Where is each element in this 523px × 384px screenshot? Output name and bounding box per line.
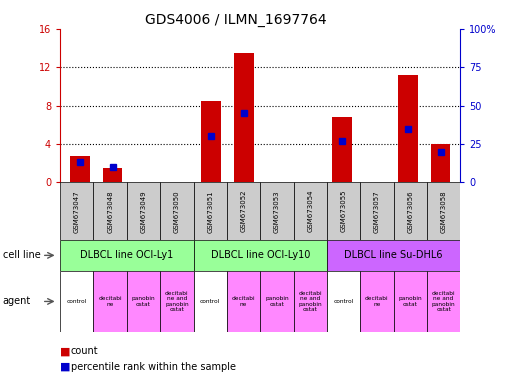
Text: GSM673048: GSM673048 bbox=[107, 190, 113, 233]
Text: ■: ■ bbox=[60, 346, 71, 356]
Bar bbox=[60, 240, 194, 271]
Bar bbox=[431, 144, 450, 182]
Bar bbox=[70, 156, 89, 182]
Text: decitabi
ne: decitabi ne bbox=[232, 296, 255, 307]
Bar bbox=[393, 271, 427, 332]
Text: GSM673052: GSM673052 bbox=[241, 190, 246, 232]
Text: control: control bbox=[200, 299, 220, 304]
Bar bbox=[427, 182, 460, 240]
Bar bbox=[127, 271, 160, 332]
Text: ■: ■ bbox=[60, 362, 71, 372]
Bar bbox=[393, 182, 427, 240]
Text: cell line: cell line bbox=[3, 250, 40, 260]
Text: GSM673056: GSM673056 bbox=[407, 190, 413, 233]
Text: DLBCL line OCI-Ly1: DLBCL line OCI-Ly1 bbox=[80, 250, 174, 260]
Text: GSM673049: GSM673049 bbox=[141, 190, 146, 233]
Bar bbox=[260, 271, 293, 332]
Text: GSM673057: GSM673057 bbox=[374, 190, 380, 233]
Text: control: control bbox=[334, 299, 354, 304]
Text: decitabi
ne and
panobin
ostat: decitabi ne and panobin ostat bbox=[432, 291, 456, 312]
Bar bbox=[234, 53, 254, 182]
Text: agent: agent bbox=[3, 296, 31, 306]
Bar bbox=[227, 271, 260, 332]
Bar bbox=[60, 182, 94, 240]
Text: GSM673053: GSM673053 bbox=[274, 190, 280, 233]
Bar bbox=[293, 271, 327, 332]
Bar bbox=[127, 182, 160, 240]
Text: GDS4006 / ILMN_1697764: GDS4006 / ILMN_1697764 bbox=[144, 13, 326, 27]
Bar bbox=[398, 75, 417, 182]
Text: GSM673055: GSM673055 bbox=[340, 190, 347, 232]
Bar bbox=[327, 182, 360, 240]
Text: panobin
ostat: panobin ostat bbox=[132, 296, 155, 307]
Text: panobin
ostat: panobin ostat bbox=[265, 296, 289, 307]
Text: DLBCL line Su-DHL6: DLBCL line Su-DHL6 bbox=[344, 250, 443, 260]
Bar bbox=[360, 182, 393, 240]
Bar bbox=[60, 271, 94, 332]
Text: decitabi
ne: decitabi ne bbox=[365, 296, 389, 307]
Text: GSM673058: GSM673058 bbox=[440, 190, 447, 233]
Text: control: control bbox=[67, 299, 87, 304]
Text: DLBCL line OCI-Ly10: DLBCL line OCI-Ly10 bbox=[210, 250, 310, 260]
Text: GSM673051: GSM673051 bbox=[207, 190, 213, 233]
Bar bbox=[201, 101, 221, 182]
Text: decitabi
ne: decitabi ne bbox=[98, 296, 122, 307]
Bar bbox=[427, 271, 460, 332]
Bar bbox=[160, 182, 194, 240]
Text: count: count bbox=[71, 346, 98, 356]
Text: percentile rank within the sample: percentile rank within the sample bbox=[71, 362, 235, 372]
Bar bbox=[327, 271, 360, 332]
Bar bbox=[293, 182, 327, 240]
Bar bbox=[103, 168, 122, 182]
Bar bbox=[94, 271, 127, 332]
Text: GSM673050: GSM673050 bbox=[174, 190, 180, 233]
Bar bbox=[360, 271, 393, 332]
Bar bbox=[227, 182, 260, 240]
Bar bbox=[194, 271, 227, 332]
Text: decitabi
ne and
panobin
ostat: decitabi ne and panobin ostat bbox=[165, 291, 189, 312]
Bar bbox=[327, 240, 460, 271]
Bar bbox=[194, 182, 227, 240]
Bar bbox=[194, 240, 327, 271]
Text: GSM673054: GSM673054 bbox=[307, 190, 313, 232]
Text: GSM673047: GSM673047 bbox=[74, 190, 80, 233]
Bar bbox=[94, 182, 127, 240]
Text: decitabi
ne and
panobin
ostat: decitabi ne and panobin ostat bbox=[299, 291, 322, 312]
Bar bbox=[332, 117, 352, 182]
Bar bbox=[160, 271, 194, 332]
Text: panobin
ostat: panobin ostat bbox=[399, 296, 422, 307]
Bar bbox=[260, 182, 293, 240]
